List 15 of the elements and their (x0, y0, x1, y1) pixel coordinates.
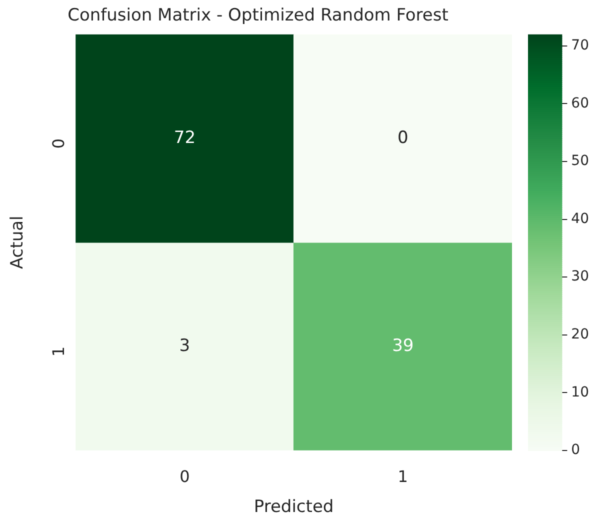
color-bar-label: 30 (571, 268, 590, 285)
x-axis-title: Predicted (254, 497, 334, 518)
data-label: 0 (397, 128, 408, 148)
data-label: 39 (392, 336, 414, 356)
color-bar-label: 60 (571, 95, 590, 112)
chart-title: Confusion Matrix - Optimized Random Forest (68, 6, 449, 26)
color-bar-label: 40 (571, 210, 590, 227)
color-bar-label: 20 (571, 326, 590, 342)
color-bar-label: 50 (571, 153, 590, 170)
color-bar-label: 10 (571, 384, 590, 400)
color-bar-label: 0 (571, 442, 580, 458)
data-label: 3 (179, 336, 190, 356)
color-bar-label: 70 (571, 38, 590, 54)
y-axis-title: Actual (8, 216, 28, 270)
data-label: 72 (174, 128, 196, 148)
